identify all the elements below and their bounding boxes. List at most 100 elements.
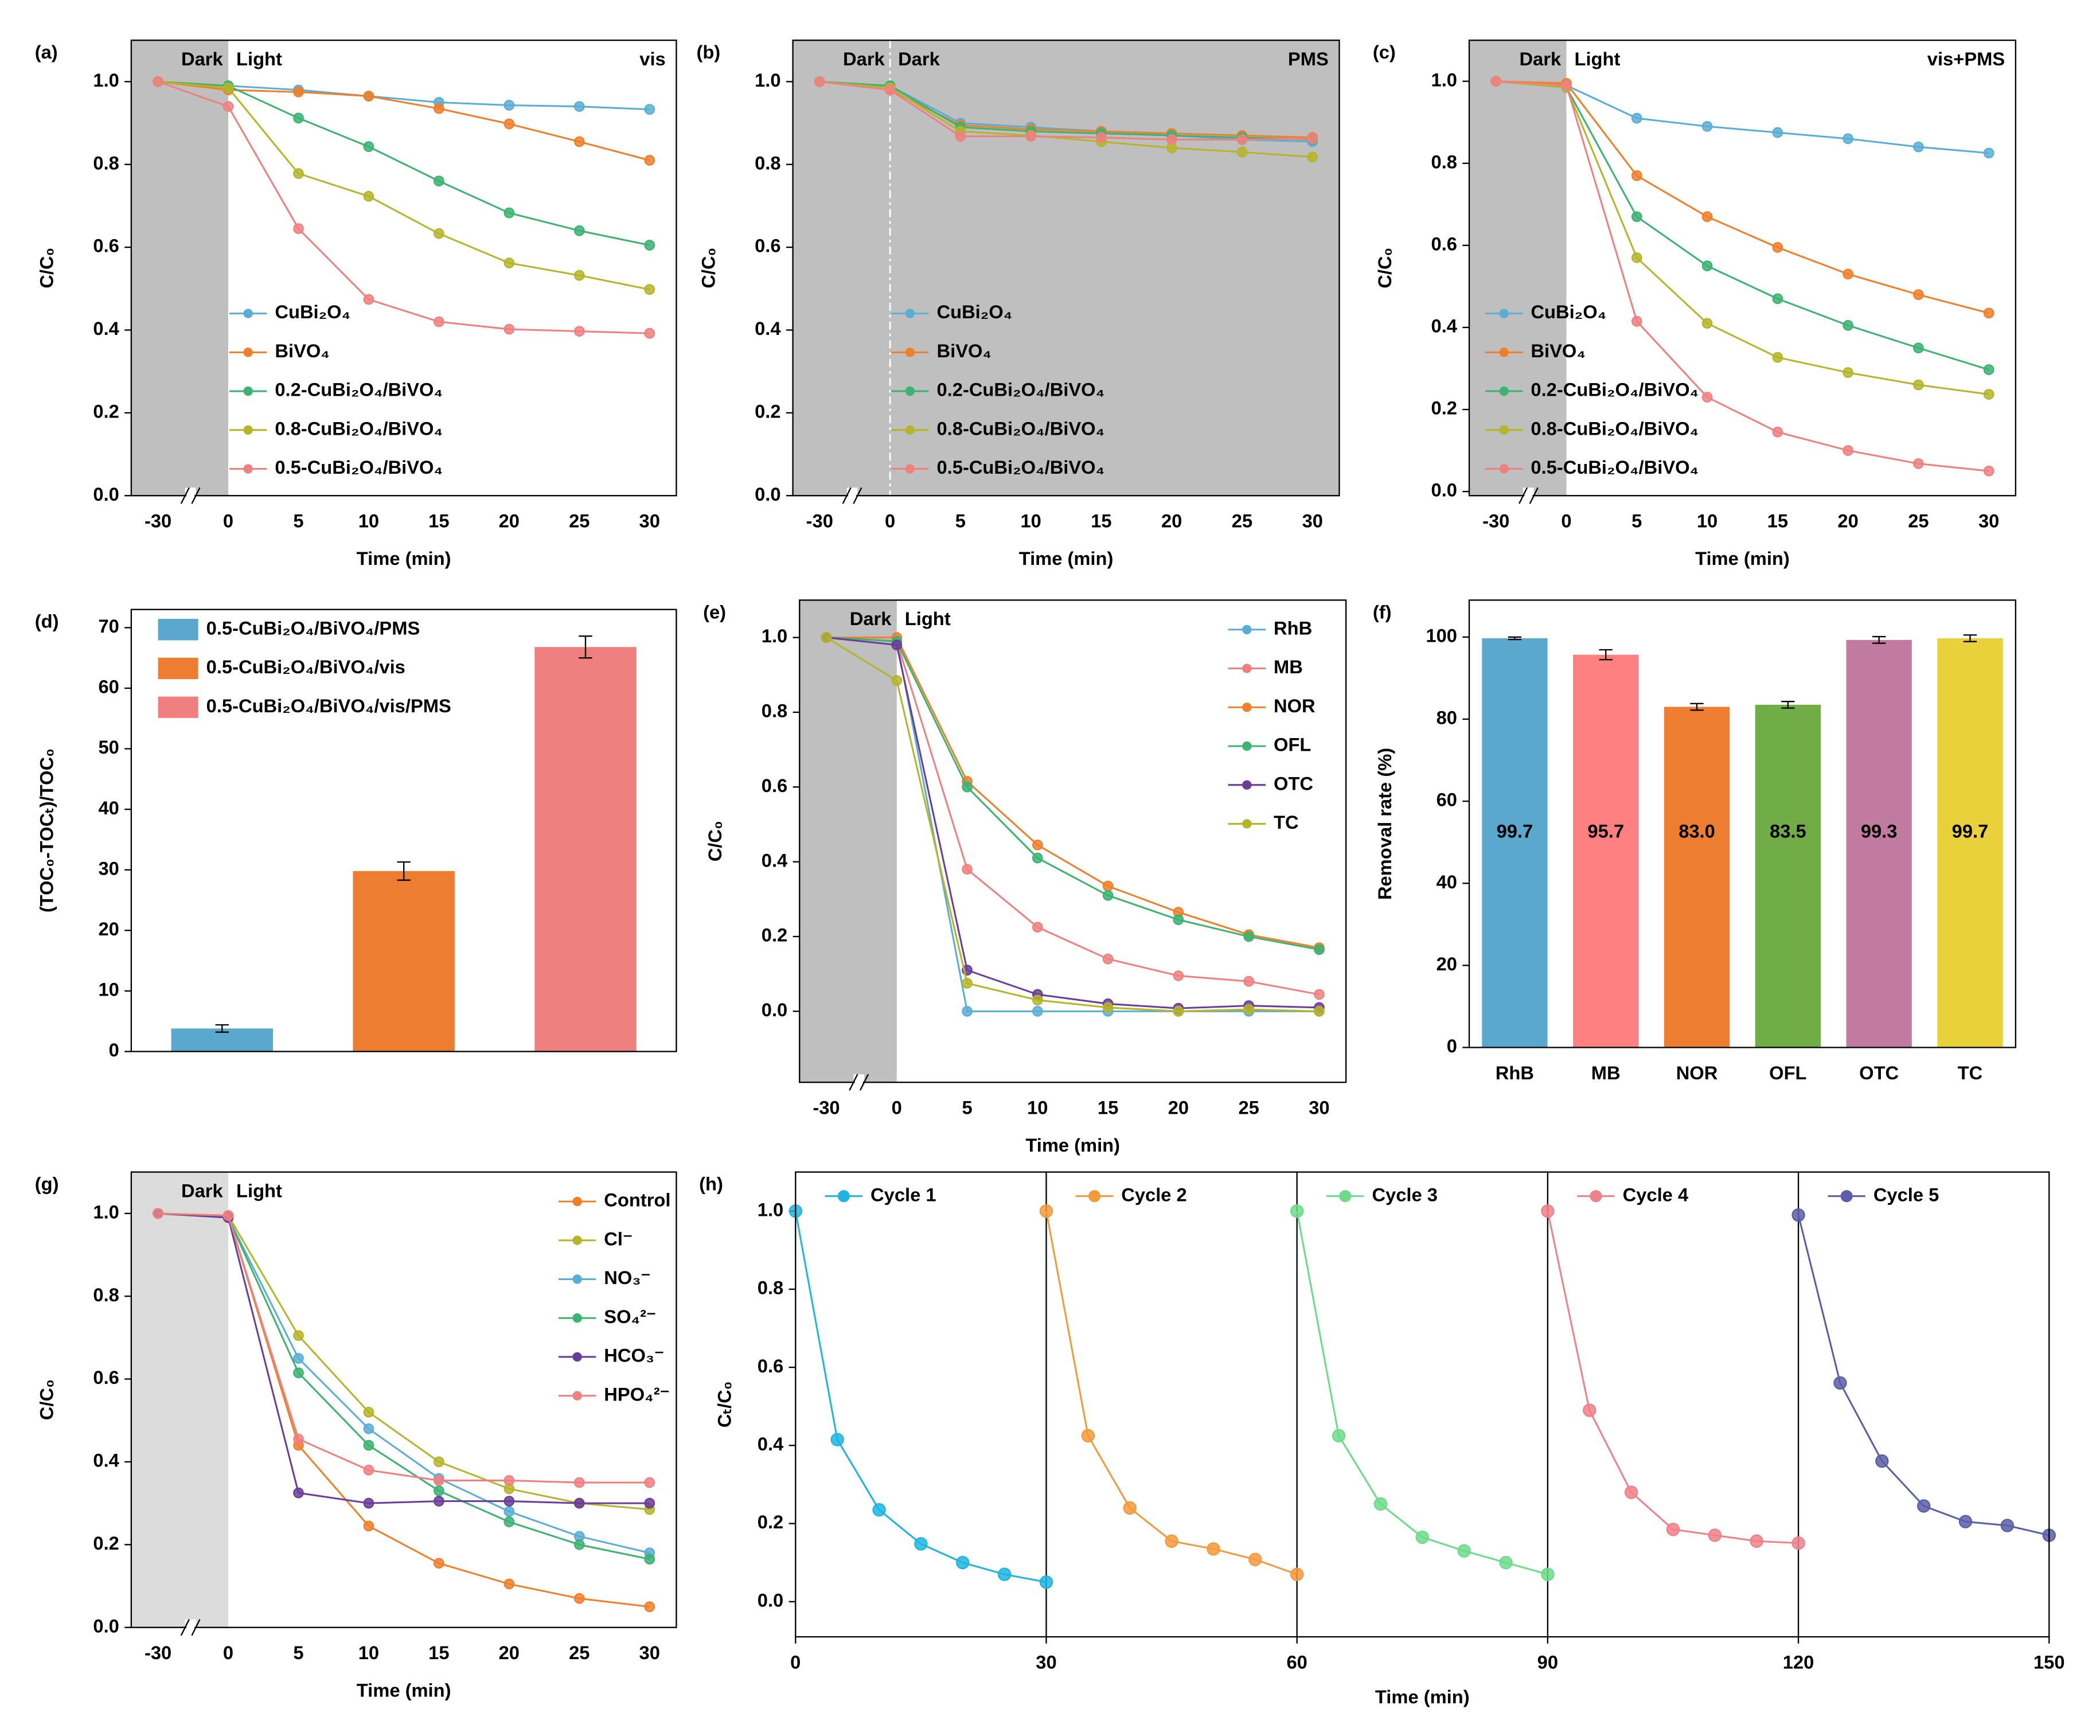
legend-marker	[1242, 703, 1252, 712]
legend-marker	[905, 386, 915, 396]
x-tick-label: 10	[1027, 1097, 1048, 1118]
x-tick-label: 5	[293, 510, 303, 532]
legend-marker	[1590, 1190, 1602, 1203]
legend-label: BiVO₄	[1531, 340, 1586, 361]
x-axis-label: Time (min)	[1695, 548, 1790, 569]
series-line	[819, 80, 1313, 158]
y-tick-label: 60	[1437, 789, 1457, 810]
data-point	[573, 225, 585, 236]
data-point	[1499, 1555, 1513, 1570]
y-axis-label: Removal rate (%)	[1374, 748, 1395, 900]
data-point	[293, 112, 304, 124]
data-point	[434, 175, 444, 186]
y-tick-label: 0.8	[755, 152, 780, 173]
legend-label: OFL	[1274, 734, 1311, 755]
shaded-region	[793, 40, 1340, 496]
annotation: PMS	[1288, 48, 1329, 69]
x-tick-label: 20	[1168, 1097, 1189, 1118]
data-point	[644, 240, 655, 251]
data-point	[1583, 1403, 1597, 1417]
y-axis-label: C/C₀	[36, 248, 57, 288]
data-point	[891, 675, 903, 686]
data-point	[1913, 141, 1924, 153]
x-tick-label: 0	[790, 1651, 801, 1672]
data-point	[434, 1456, 444, 1468]
data-point	[363, 1423, 374, 1434]
data-point	[573, 326, 585, 337]
x-tick-label: 0	[892, 1097, 902, 1118]
y-tick-label: 20	[1437, 953, 1457, 974]
data-point	[891, 639, 903, 650]
data-point	[1373, 1497, 1388, 1511]
data-point	[1631, 252, 1642, 263]
x-axis-label: Time (min)	[1025, 1134, 1120, 1156]
annotation: Dark	[850, 608, 892, 629]
data-point	[363, 1439, 374, 1451]
data-point	[1701, 121, 1713, 132]
data-point	[1833, 1376, 1847, 1390]
data-point	[1631, 112, 1642, 124]
legend-label: Cycle 1	[871, 1184, 936, 1205]
value-label: 83.5	[1770, 821, 1806, 842]
legend-label: 0.5-CuBi₂O₄/BiVO₄/vis/PMS	[206, 695, 451, 716]
x-tick-label: OTC	[1859, 1062, 1899, 1083]
y-tick-label: 0	[109, 1039, 119, 1060]
x-tick-label: TC	[1958, 1062, 1983, 1083]
data-point	[503, 100, 515, 111]
data-point	[1843, 367, 1853, 378]
value-label: 95.7	[1587, 821, 1624, 842]
x-tick-label: 15	[1098, 1097, 1118, 1118]
legend-label: HCO₃⁻	[604, 1345, 664, 1366]
annotation: vis	[639, 48, 665, 69]
data-point	[1708, 1528, 1722, 1542]
data-point	[363, 1406, 374, 1418]
x-tick-label: 20	[499, 510, 520, 532]
series-line	[1496, 80, 1989, 154]
y-tick-label: 30	[98, 857, 119, 879]
legend-label: CuBi₂O₄	[275, 301, 350, 322]
x-tick-label: 25	[1908, 510, 1929, 532]
data-point	[293, 1330, 304, 1341]
data-point	[1843, 320, 1853, 331]
data-point	[1457, 1544, 1471, 1558]
y-tick-label: 1.0	[93, 1201, 119, 1222]
annotation: Light	[236, 48, 282, 69]
legend-marker	[572, 1313, 582, 1323]
series-line	[158, 1212, 650, 1504]
legend-marker	[243, 309, 253, 318]
x-axis-label: Time (min)	[1375, 1686, 1470, 1707]
data-point	[1032, 839, 1043, 851]
plot-frame	[799, 599, 1347, 1083]
y-tick-label: 0.6	[1431, 233, 1457, 255]
plot-background	[1469, 600, 2016, 1048]
y-tick-label: 0.4	[93, 1450, 119, 1471]
x-tick-label: -30	[806, 510, 833, 532]
data-point	[1039, 1575, 1053, 1589]
data-point	[293, 1433, 304, 1445]
data-point	[644, 1601, 655, 1612]
x-tick-label: 10	[358, 510, 379, 532]
data-point	[293, 87, 304, 97]
y-tick-label: 0.2	[762, 924, 787, 946]
data-point	[1666, 1523, 1680, 1536]
data-point	[1173, 914, 1184, 926]
data-point	[1243, 976, 1254, 987]
x-tick-label: 60	[1286, 1651, 1307, 1672]
data-point	[1207, 1542, 1220, 1556]
legend-marker	[243, 464, 253, 474]
series-line	[1496, 80, 1989, 396]
axis-break-gap	[186, 1626, 195, 1629]
panel-label: (d)	[35, 611, 59, 632]
data-point	[293, 223, 304, 234]
y-axis-label: (TOC₀-TOCₜ)/TOC₀	[36, 748, 57, 912]
series-line	[826, 637, 1320, 1012]
panel-label: (g)	[35, 1173, 59, 1195]
series-line	[158, 80, 650, 111]
data-point	[293, 1353, 304, 1364]
legend-marker	[572, 1274, 582, 1284]
legend-marker	[905, 464, 915, 474]
data-point	[1541, 1204, 1555, 1218]
data-point	[1039, 1204, 1053, 1218]
y-tick-label: 0.4	[758, 1433, 783, 1454]
